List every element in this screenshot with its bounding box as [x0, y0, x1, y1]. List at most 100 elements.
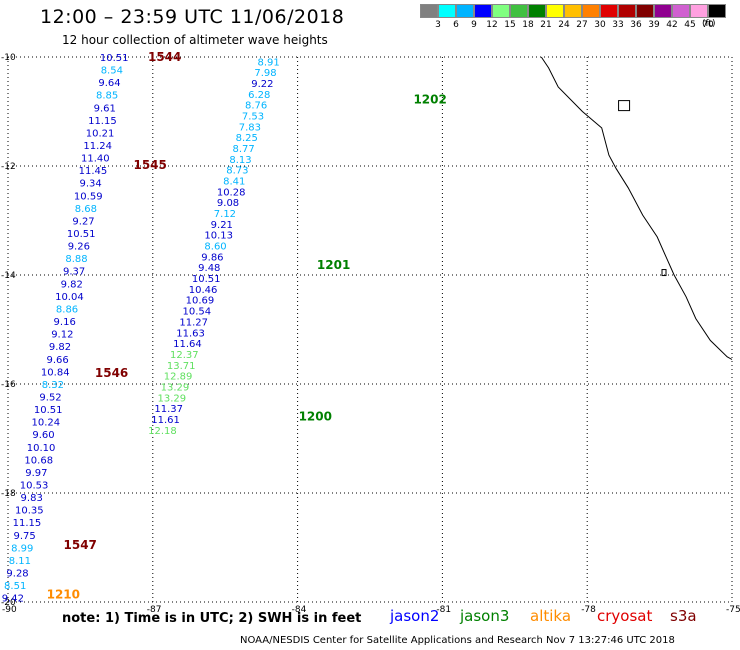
legend-unit: (ft): [702, 19, 716, 29]
legend-swatch: [708, 4, 726, 18]
legend-label: 45: [684, 20, 696, 30]
wave-height-reading: 9.61: [94, 103, 116, 114]
island-outline: [661, 269, 667, 277]
wave-height-reading: 9.37: [63, 267, 85, 278]
lat-tick-label: -10: [1, 53, 16, 63]
wave-height-reading: 9.12: [51, 330, 73, 341]
wave-height-reading: 9.27: [72, 216, 94, 227]
wave-height-reading: 8.13: [229, 155, 251, 166]
wave-height-reading: 11.37: [154, 404, 183, 415]
wave-height-reading: 9.08: [217, 198, 239, 209]
wave-height-reading: 9.60: [32, 430, 54, 441]
legend-label: 9: [471, 20, 477, 30]
lat-tick-label: -18: [1, 489, 16, 499]
wave-height-reading: 9.82: [49, 342, 71, 353]
wave-height-reading: 10.46: [189, 285, 218, 296]
wave-height-reading: 13.71: [167, 361, 196, 372]
wave-height-reading: 10.51: [34, 405, 63, 416]
lon-tick-label: -90: [2, 605, 17, 615]
island-outline: [618, 100, 631, 112]
wave-height-reading: 9.42: [2, 594, 24, 605]
wave-height-reading: 11.63: [176, 328, 205, 339]
wave-height-reading: 13.29: [161, 382, 190, 393]
wave-height-reading: 10.68: [24, 455, 53, 466]
legend-swatch: [474, 4, 492, 18]
wave-height-reading: 8.88: [65, 254, 87, 265]
track-time-label: 1201: [317, 258, 350, 272]
legend-swatch: [510, 4, 528, 18]
wave-height-reading: 10.28: [217, 187, 246, 198]
legend-swatch: [636, 4, 654, 18]
wave-height-reading: 8.54: [101, 66, 123, 77]
track-time-label: 1202: [413, 93, 446, 107]
lat-tick-label: -16: [1, 380, 16, 390]
wave-height-reading: 9.83: [21, 493, 43, 504]
track-time-label: 1210: [47, 587, 80, 601]
wave-height-reading: 10.51: [192, 274, 221, 285]
wave-height-reading: 8.77: [233, 144, 255, 155]
wave-height-reading: 8.91: [258, 57, 280, 68]
legend-swatch: [546, 4, 564, 18]
legend-color-bar: [420, 4, 740, 18]
wave-height-reading: 12.89: [164, 372, 193, 383]
legend-label: 12: [486, 20, 498, 30]
wave-height-reading: 10.53: [20, 480, 49, 491]
wave-height-reading: 11.61: [151, 415, 180, 426]
wave-height-reading: 8.73: [226, 166, 248, 177]
legend-label: 30: [594, 20, 606, 30]
wave-height-reading: 8.25: [236, 133, 258, 144]
legend-label: 36: [630, 20, 642, 30]
wave-height-reading: 9.97: [25, 468, 47, 479]
wave-height-reading: 8.68: [75, 204, 97, 215]
wave-height-reading: 10.51: [100, 53, 129, 64]
wave-height-reading: 9.86: [201, 252, 223, 263]
legend-label: 15: [504, 20, 516, 30]
coastline: [540, 56, 733, 360]
wave-height-reading: 12.37: [170, 350, 199, 361]
legend-swatch: [690, 4, 708, 18]
legend-label: 3: [435, 20, 441, 30]
map-subtitle: 12 hour collection of altimeter wave hei…: [62, 33, 328, 47]
wave-height-reading: 10.13: [204, 231, 233, 242]
wave-height-reading: 9.34: [79, 179, 101, 190]
lat-tick-label: -14: [1, 271, 16, 281]
track-time-label: 1200: [299, 410, 332, 424]
legend-swatch: [582, 4, 600, 18]
wave-height-reading: 11.27: [179, 317, 208, 328]
legend-swatch: [492, 4, 510, 18]
wave-height-reading: 8.32: [42, 380, 64, 391]
wave-height-reading: 9.22: [251, 79, 273, 90]
satellite-name: s3a: [670, 607, 697, 625]
wave-height-reading: 9.16: [54, 317, 76, 328]
lon-tick-label: -81: [436, 605, 451, 615]
wave-height-reading: 8.85: [96, 91, 118, 102]
legend-swatch: [438, 4, 456, 18]
legend-label: 33: [612, 20, 624, 30]
legend-labels: 3 6 9 12 15 18 21 24 27 30 33 36 39 42 45 70: [420, 18, 740, 32]
wave-height-reading: 8.76: [245, 101, 267, 112]
wave-height-reading: 10.51: [67, 229, 96, 240]
wave-height-reading: 13.29: [158, 393, 187, 404]
wave-height-reading: 9.52: [39, 392, 61, 403]
track-time-label: 1547: [64, 538, 97, 552]
legend-swatch: [564, 4, 582, 18]
wave-height-reading: 8.86: [56, 304, 78, 315]
wave-height-reading: 10.24: [32, 418, 61, 429]
wave-height-reading: 7.12: [214, 209, 236, 220]
wave-height-reading: 10.54: [182, 307, 211, 318]
satellite-name: altika: [530, 607, 572, 625]
wave-height-reading: 9.21: [211, 220, 233, 231]
legend-swatch: [672, 4, 690, 18]
legend-swatch: [654, 4, 672, 18]
lat-tick-label: -20: [1, 598, 16, 608]
lon-tick-label: -84: [292, 605, 307, 615]
lon-tick-label: -75: [726, 605, 740, 615]
wave-height-reading: 6.28: [248, 90, 270, 101]
wave-height-reading: 10.04: [55, 292, 84, 303]
satellite-name: jason3: [460, 607, 510, 625]
lon-tick-label: -78: [581, 605, 596, 615]
wave-height-reading: 9.28: [6, 568, 28, 579]
legend-label: 70: [702, 20, 714, 30]
wave-height-reading: 9.64: [98, 78, 120, 89]
